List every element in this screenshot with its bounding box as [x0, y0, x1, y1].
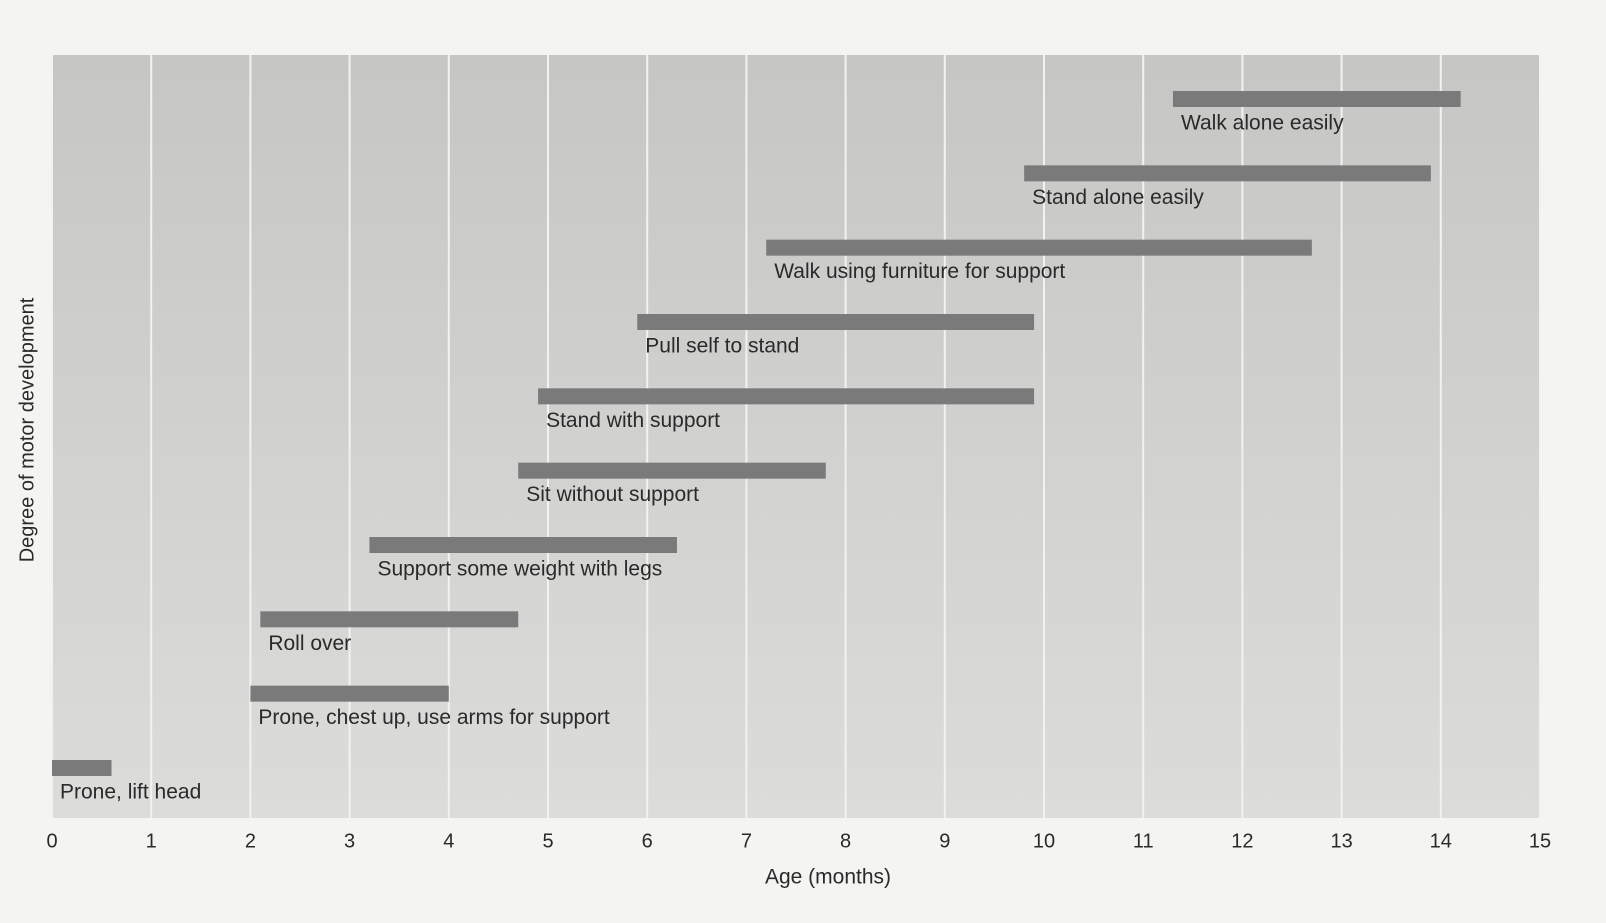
range-bar [637, 314, 1034, 330]
x-tick-label: 2 [245, 830, 256, 852]
bar-label: Walk using furniture for support [774, 260, 1065, 283]
x-tick-label: 6 [642, 830, 653, 852]
bar-label: Stand with support [546, 409, 720, 432]
x-tick-label: 0 [46, 830, 57, 852]
range-bar [369, 537, 677, 553]
range-bar [250, 686, 448, 702]
x-tick-label: 4 [443, 830, 454, 852]
x-tick-label: 10 [1033, 830, 1055, 852]
range-bar [766, 240, 1312, 256]
range-bar [1173, 91, 1461, 107]
range-bar [260, 611, 518, 627]
x-tick-label: 5 [542, 830, 553, 852]
bar-label: Walk alone easily [1181, 112, 1344, 135]
x-tick-label: 15 [1529, 830, 1551, 852]
range-bar [538, 388, 1034, 404]
range-bar [518, 463, 826, 479]
x-tick-label: 3 [344, 830, 355, 852]
x-tick-label: 9 [939, 830, 950, 852]
bar-label: Prone, chest up, use arms for support [258, 706, 610, 729]
bar-label: Prone, lift head [60, 781, 201, 804]
y-axis-label: Degree of motor development [16, 297, 38, 562]
x-tick-label: 7 [741, 830, 752, 852]
bar-label: Pull self to stand [645, 335, 799, 358]
x-tick-label: 14 [1430, 830, 1452, 852]
x-tick-label: 11 [1133, 830, 1154, 852]
bar-label: Support some weight with legs [377, 558, 662, 581]
bar-label: Sit without support [526, 483, 699, 506]
x-tick-label: 12 [1231, 830, 1253, 852]
x-axis-label: Age (months) [765, 866, 891, 889]
x-tick-label: 1 [146, 830, 157, 852]
range-bar [52, 760, 112, 776]
bar-label: Roll over [268, 632, 351, 655]
x-tick-label: 13 [1330, 830, 1352, 852]
chart: Degree of motor development Age (months)… [0, 0, 1606, 923]
range-bar [1024, 165, 1431, 181]
x-tick-label: 8 [840, 830, 851, 852]
bar-label: Stand alone easily [1032, 186, 1204, 209]
